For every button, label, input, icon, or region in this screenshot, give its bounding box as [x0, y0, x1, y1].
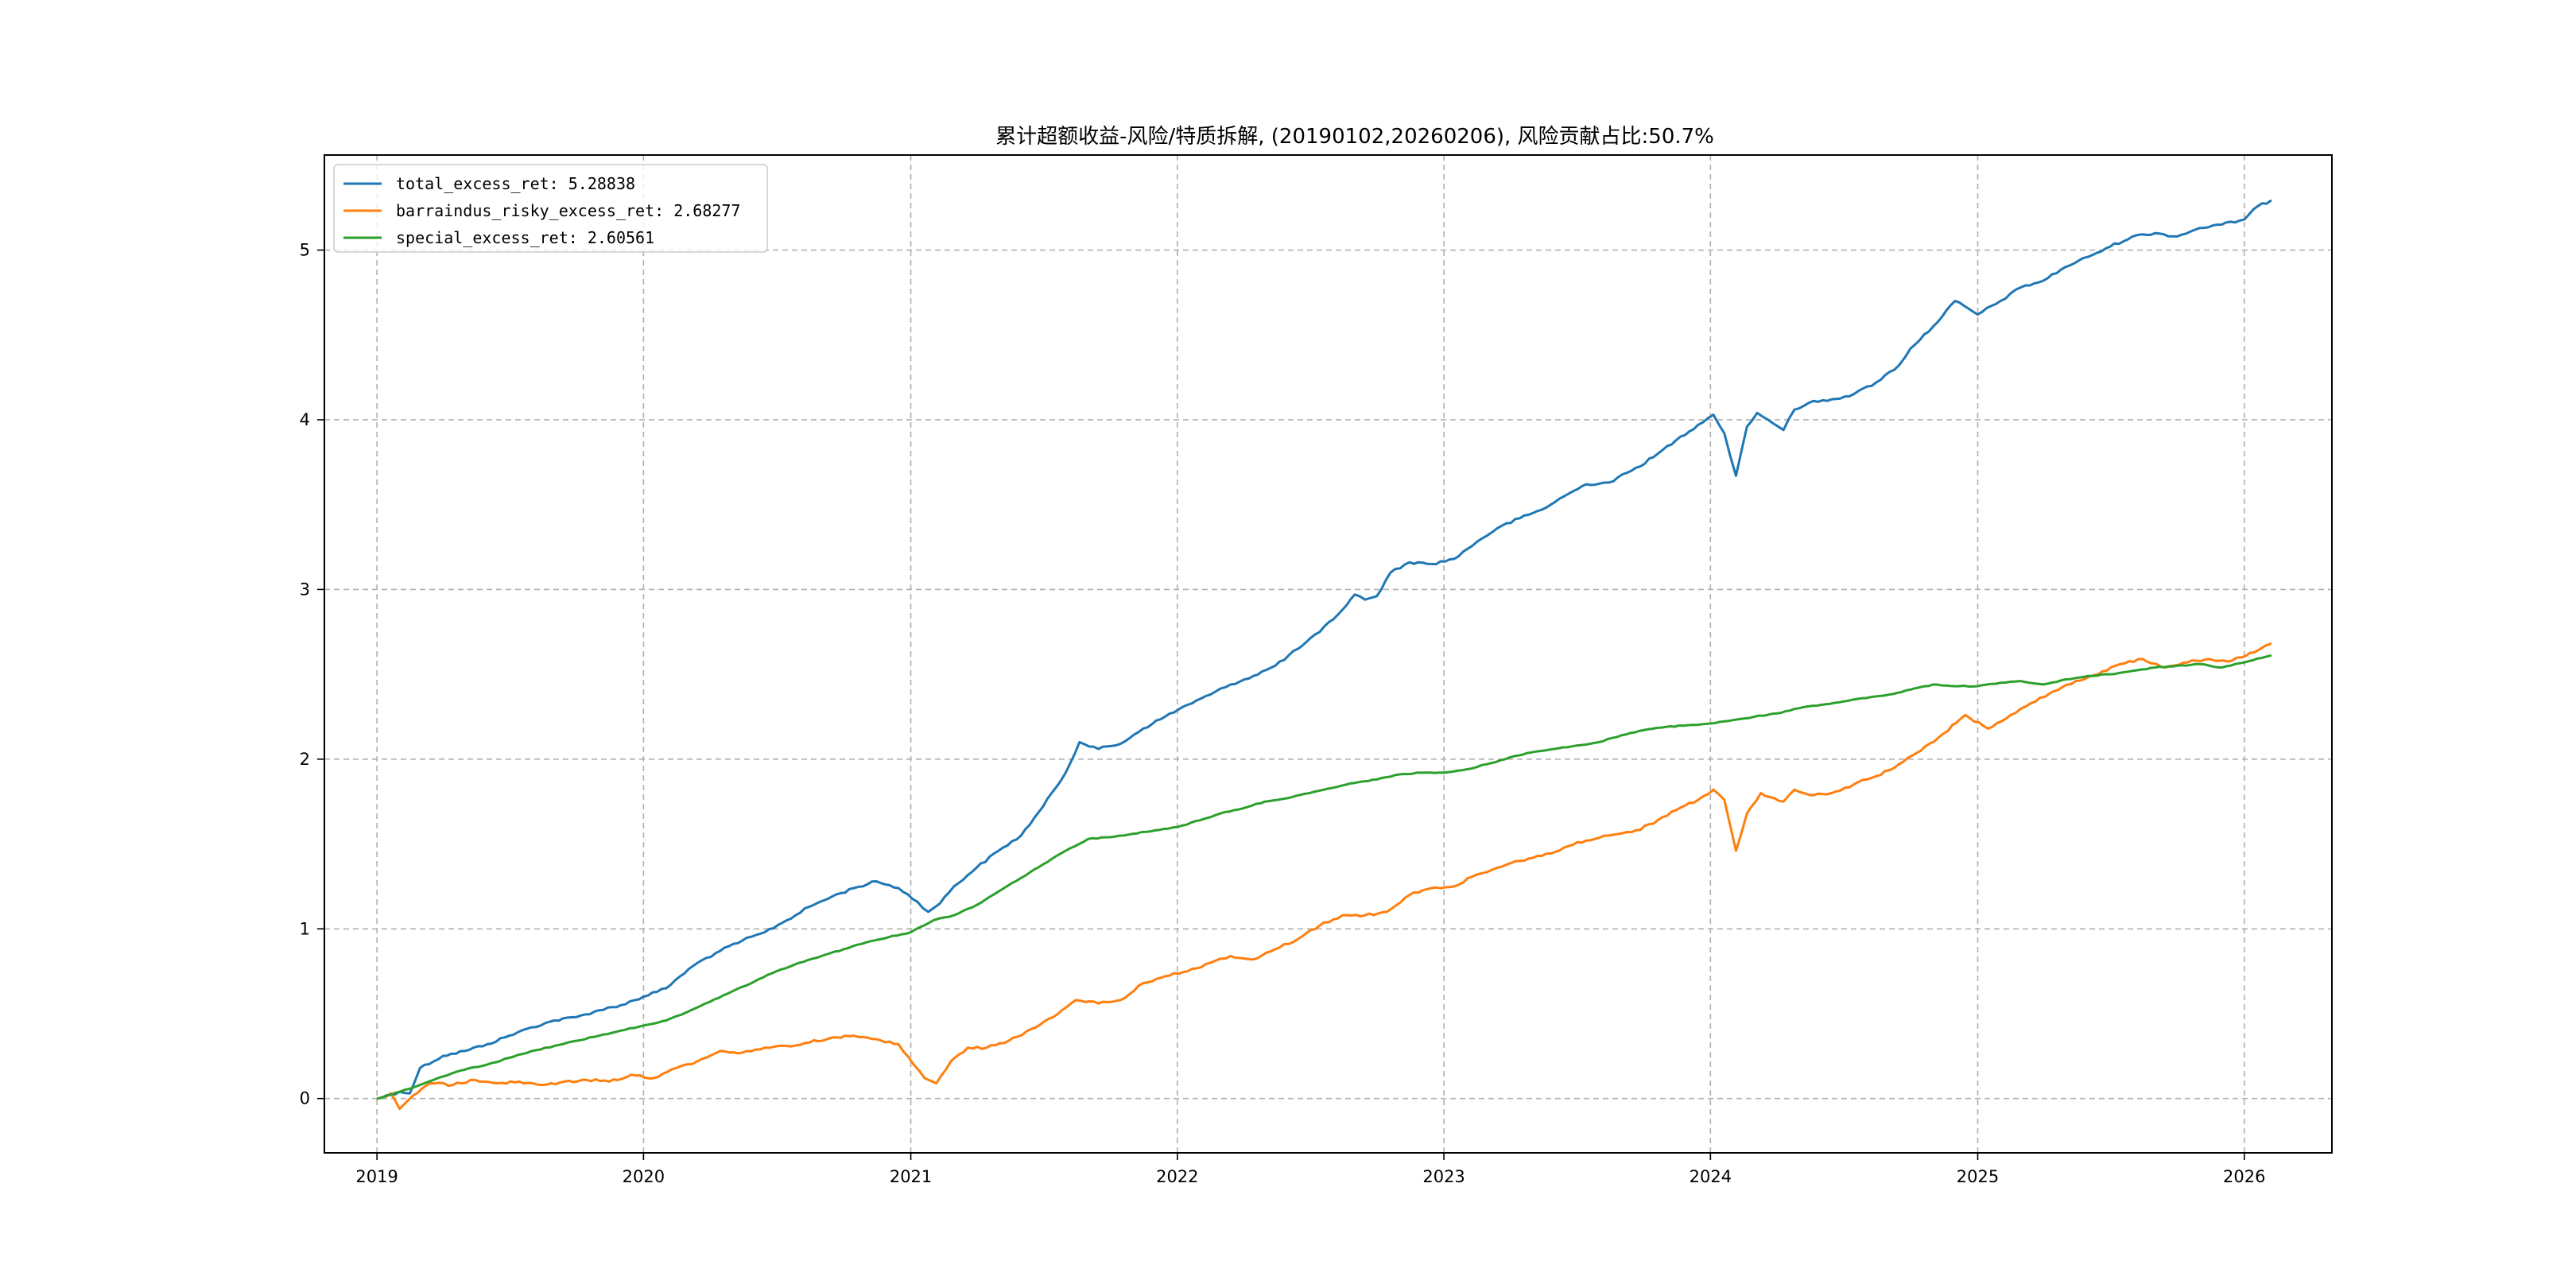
x-tick-label: 2024 — [1690, 1167, 1732, 1186]
chart-title: 累计超额收益-风险/特质拆解, (20190102,20260206), 风险贡… — [995, 125, 1714, 149]
axis-ticks: 2019 2020 2021 2022 2023 2024 2025 2026 0 1 2 3 4 5 — [300, 241, 2266, 1186]
legend-box — [333, 164, 768, 253]
x-tick-label: 2019 — [355, 1167, 398, 1186]
series-line-0 — [376, 200, 2272, 1100]
y-tick-label: 4 — [300, 410, 310, 429]
x-tick-label: 2022 — [1156, 1167, 1198, 1186]
y-tick-label: 3 — [300, 580, 310, 599]
legend: total_excess_ret: 5.28838 barraindus_risk… — [333, 164, 768, 253]
x-tick-label: 2020 — [623, 1167, 665, 1186]
grid-lines — [324, 155, 2332, 1153]
legend-label: special_excess_ret: 2.60561 — [396, 228, 654, 247]
series-lines — [376, 200, 2272, 1110]
series-line-1 — [376, 642, 2272, 1110]
x-tick-label: 2023 — [1422, 1167, 1465, 1186]
x-tick-label: 2026 — [2223, 1167, 2265, 1186]
y-tick-label: 2 — [300, 750, 310, 769]
y-tick-label: 0 — [300, 1089, 310, 1108]
x-tick-label: 2021 — [890, 1167, 932, 1186]
axes-frame — [324, 154, 2333, 1154]
x-tick-label: 2025 — [1957, 1167, 1999, 1186]
y-tick-label: 5 — [300, 241, 310, 260]
legend-label: total_excess_ret: 5.28838 — [396, 174, 635, 193]
series-line-2 — [376, 654, 2272, 1100]
legend-label: barraindus_risky_excess_ret: 2.68277 — [396, 201, 740, 220]
y-tick-label: 1 — [300, 919, 310, 938]
